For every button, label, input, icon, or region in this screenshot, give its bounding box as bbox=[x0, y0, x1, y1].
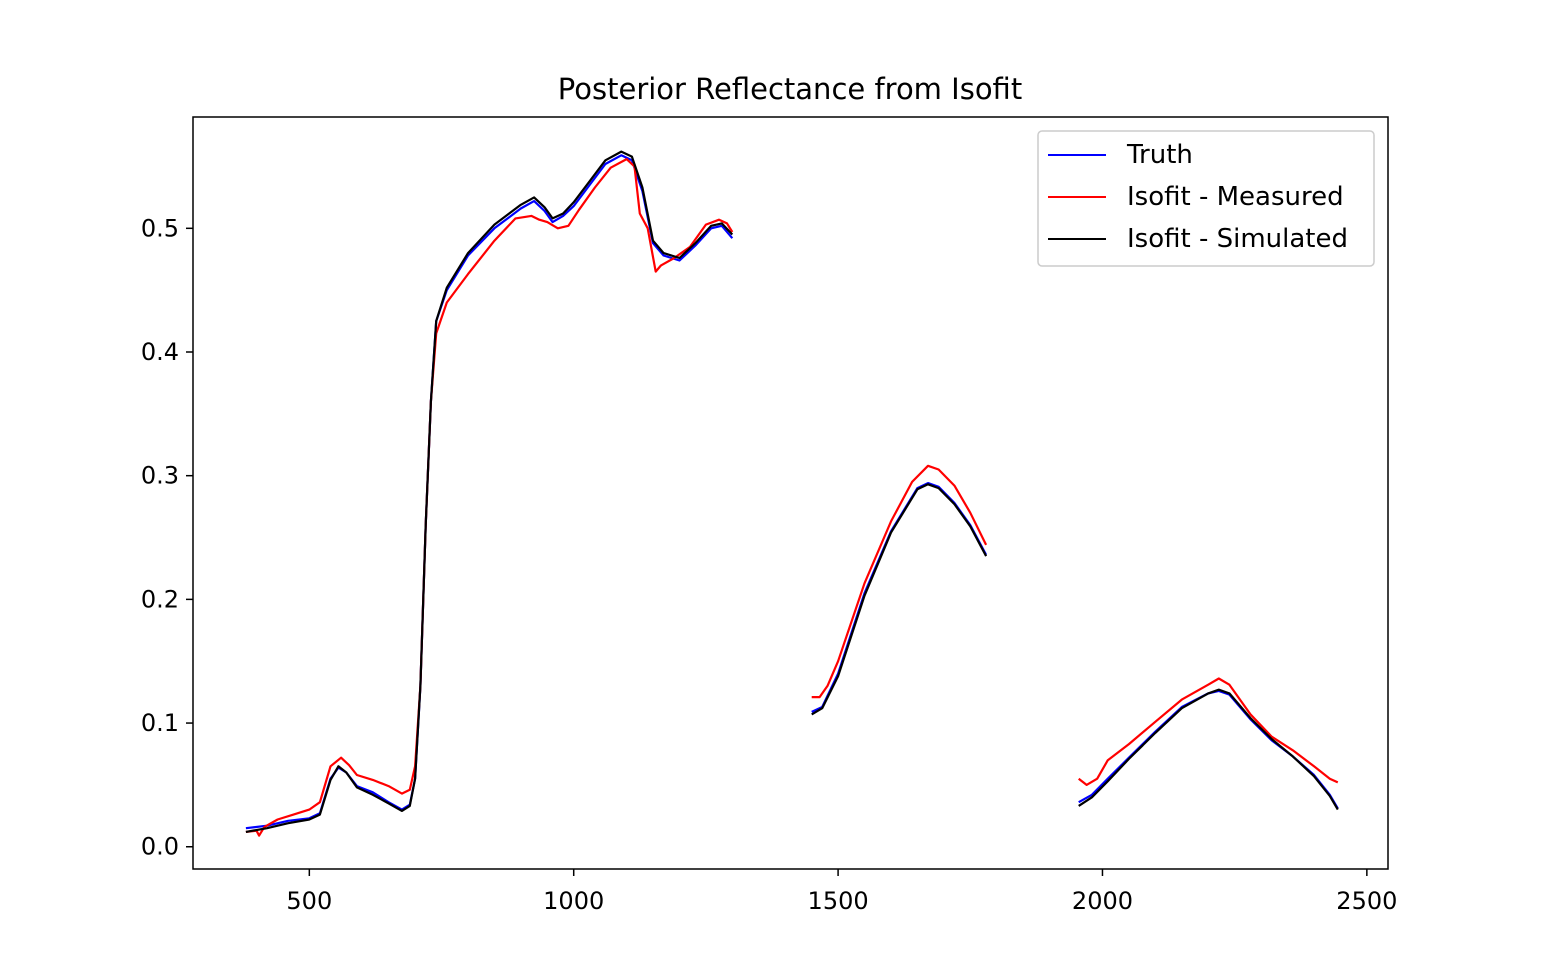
chart-title: Posterior Reflectance from Isofit bbox=[558, 72, 1022, 106]
series-line-isofit-simulated-segment-3 bbox=[1078, 688, 1339, 811]
series-layer bbox=[245, 150, 1339, 837]
legend-label-isofit-simulated: Isofit - Simulated bbox=[1127, 224, 1348, 254]
y-tick-label: 0.3 bbox=[141, 462, 179, 490]
x-tick-label: 1500 bbox=[808, 887, 869, 915]
legend-box bbox=[1037, 130, 1375, 267]
y-axis: 0.0 0.1 0.2 0.3 0.4 0.5 bbox=[141, 214, 193, 861]
series-line-isofit-simulated-segment-2 bbox=[811, 483, 988, 716]
series-line-isofit-measured-segment-2 bbox=[811, 464, 988, 699]
plot-frame bbox=[192, 116, 1389, 870]
x-tick-label: 500 bbox=[286, 887, 332, 915]
series-line-isofit-measured-segment-3 bbox=[1078, 677, 1339, 787]
y-tick-label: 0.1 bbox=[141, 709, 179, 737]
y-tick-label: 0.0 bbox=[141, 833, 179, 861]
x-tick-label: 2000 bbox=[1072, 887, 1133, 915]
y-tick-label: 0.2 bbox=[141, 585, 179, 613]
legend-label-truth: Truth bbox=[1126, 140, 1193, 170]
x-tick-label: 2500 bbox=[1336, 887, 1397, 915]
x-tick-label: 1000 bbox=[543, 887, 604, 915]
x-axis: 500 1000 1500 2000 2500 bbox=[286, 869, 1397, 915]
y-tick-label: 0.5 bbox=[141, 214, 179, 242]
legend: Truth Isofit - Measured Isofit - Simulat… bbox=[1037, 130, 1375, 267]
series-line-isofit-measured-segment-1 bbox=[245, 158, 734, 837]
series-line-isofit-simulated-segment-1 bbox=[245, 150, 734, 833]
legend-label-isofit-measured: Isofit - Measured bbox=[1127, 182, 1344, 212]
y-tick-label: 0.4 bbox=[141, 338, 179, 366]
